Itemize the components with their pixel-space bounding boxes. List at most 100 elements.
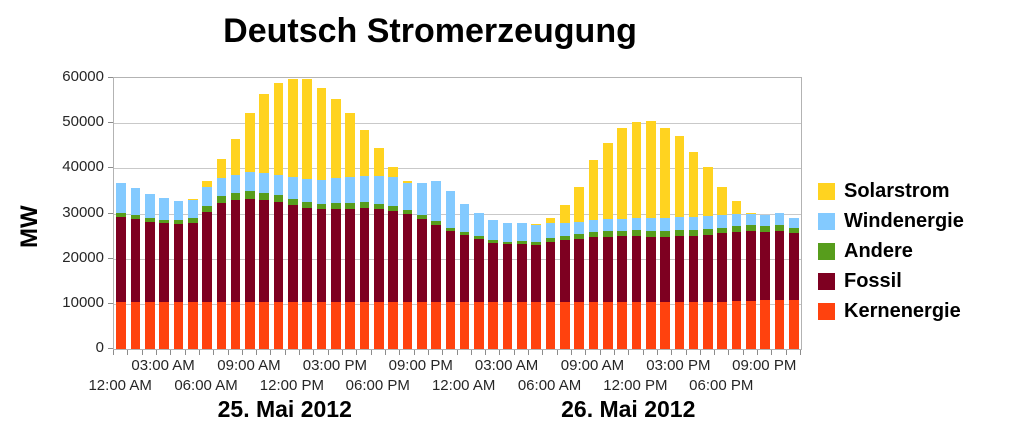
bar-24-kernenergie <box>459 302 470 349</box>
bar-45-kernenergie <box>760 300 770 349</box>
legend-item-andere: Andere <box>818 240 964 262</box>
legend-swatch-kernenergie <box>818 302 835 320</box>
bar-43-fossil <box>731 232 742 302</box>
x-tick-mark <box>499 350 500 355</box>
y-tick-label-40000: 40000 <box>62 158 104 176</box>
bar-22-kernenergie <box>431 302 441 349</box>
bar-42-solarstrom <box>717 186 728 215</box>
bar-13-andere <box>302 201 312 209</box>
legend-swatch-windenergie <box>818 212 835 230</box>
bar-35-windenergie <box>617 218 627 231</box>
bar-34-solarstrom <box>602 142 613 220</box>
x-tick-mark <box>628 350 629 355</box>
x-time-label-h33: 09:00 AM <box>560 357 625 374</box>
bar-24-fossil <box>459 234 470 303</box>
bar-36-andere <box>631 230 642 237</box>
bar-20-solarstrom <box>402 180 413 183</box>
bar-31-solarstrom <box>560 204 570 223</box>
bar-27-andere <box>502 241 513 245</box>
bar-10-windenergie <box>259 173 270 193</box>
gridline-50000 <box>114 122 801 124</box>
x-time-label-h18: 06:00 PM <box>345 377 410 394</box>
bar-32-solarstrom <box>574 186 584 222</box>
bar-25-andere <box>474 236 484 240</box>
bar-47-fossil <box>789 232 799 301</box>
bar-17-kernenergie <box>359 302 370 349</box>
bar-31-kernenergie <box>560 302 570 349</box>
bar-32-kernenergie <box>574 302 584 349</box>
x-tick-mark <box>113 350 114 355</box>
bar-33-andere <box>588 232 599 238</box>
x-tick-mark <box>313 350 314 355</box>
x-tick-mark <box>127 350 128 355</box>
bar-43-solarstrom <box>731 200 742 214</box>
bar-15-windenergie <box>331 178 341 204</box>
x-time-label-h30: 06:00 AM <box>517 377 582 394</box>
bar-14-solarstrom <box>316 87 327 180</box>
bar-3-fossil <box>159 223 169 303</box>
bar-26-kernenergie <box>488 302 499 349</box>
bar-38-andere <box>660 231 670 237</box>
x-tick-mark <box>328 350 329 355</box>
bar-24-andere <box>459 231 470 235</box>
chart-title: Deutsch Stromerzeugung <box>223 12 637 50</box>
bar-6-fossil <box>202 211 212 303</box>
x-tick-mark <box>614 350 615 355</box>
bar-7-solarstrom <box>216 159 227 178</box>
bar-12-windenergie <box>288 176 298 200</box>
legend-swatch-fossil <box>818 272 835 290</box>
bar-40-fossil <box>688 235 699 303</box>
y-tick-mark <box>108 122 113 123</box>
bar-2-fossil <box>144 221 155 303</box>
bar-6-windenergie <box>202 186 212 206</box>
legend-item-fossil: Fossil <box>818 270 964 292</box>
bar-4-fossil <box>173 224 184 303</box>
bar-34-windenergie <box>602 219 613 232</box>
bar-24-windenergie <box>459 204 470 232</box>
bar-18-andere <box>373 203 384 209</box>
bar-13-windenergie <box>302 178 312 202</box>
bar-10-fossil <box>259 199 270 303</box>
x-tick-mark <box>657 350 658 355</box>
bar-0-kernenergie <box>116 302 126 349</box>
x-tick-mark <box>385 350 386 355</box>
x-tick-mark <box>199 350 200 355</box>
bar-12-solarstrom <box>288 78 298 177</box>
bar-15-solarstrom <box>331 98 341 179</box>
bar-0-andere <box>116 212 126 217</box>
day-label-25-mai: 25. Mai 2012 <box>217 396 352 422</box>
x-tick-mark <box>270 350 271 355</box>
bar-12-kernenergie <box>288 302 298 349</box>
legend-swatch-solarstrom <box>818 182 835 200</box>
x-tick-mark <box>428 350 429 355</box>
bar-43-kernenergie <box>731 301 742 349</box>
bar-18-windenergie <box>373 175 384 204</box>
x-tick-mark <box>643 350 644 355</box>
gridline-30000 <box>114 213 801 215</box>
bar-40-windenergie <box>688 216 699 230</box>
bar-37-andere <box>645 230 656 237</box>
bar-3-andere <box>159 219 169 224</box>
bar-16-fossil <box>345 208 355 303</box>
bar-8-fossil <box>230 200 241 303</box>
bar-30-windenergie <box>545 223 556 239</box>
bar-3-windenergie <box>159 198 169 220</box>
bar-16-solarstrom <box>345 112 355 177</box>
bar-26-andere <box>488 240 499 243</box>
x-tick-mark <box>714 350 715 355</box>
bar-34-andere <box>602 231 613 237</box>
bar-44-fossil <box>746 231 756 301</box>
bar-21-windenergie <box>416 182 427 216</box>
x-time-label-h0: 12:00 AM <box>88 377 152 394</box>
bar-17-fossil <box>359 208 370 303</box>
bar-41-windenergie <box>703 215 713 229</box>
bar-12-fossil <box>288 205 298 303</box>
bar-21-andere <box>416 215 427 220</box>
x-time-label-h3: 03:00 AM <box>131 357 195 374</box>
bar-14-windenergie <box>316 179 327 204</box>
bar-13-fossil <box>302 208 312 303</box>
bar-31-andere <box>560 236 570 241</box>
bar-22-windenergie <box>431 181 441 222</box>
bar-35-andere <box>617 230 627 237</box>
bar-7-windenergie <box>216 177 227 197</box>
